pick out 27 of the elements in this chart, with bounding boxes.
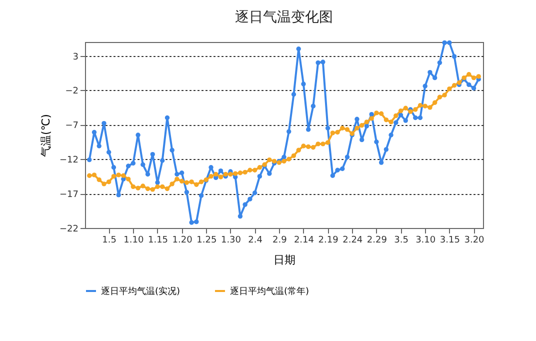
x-tick-label: 3.15 xyxy=(440,236,460,246)
y-tick-label: −17 xyxy=(60,190,78,200)
legend-label: 逐日平均气温(常年) xyxy=(230,286,310,297)
y-tick-label: −22 xyxy=(60,224,78,234)
y-tick-label: −2 xyxy=(65,86,78,97)
x-tick-label: 2.24 xyxy=(342,236,363,246)
x-tick-label: 2.4 xyxy=(248,236,263,246)
x-tick-label: 1.10 xyxy=(124,236,144,246)
x-tick-label: 3.20 xyxy=(464,236,485,246)
x-axis-title: 日期 xyxy=(274,254,296,266)
legend-label: 逐日平均气温(实况) xyxy=(101,286,180,297)
x-tick-label: 1.15 xyxy=(148,236,168,246)
x-tick-label: 2.19 xyxy=(318,236,339,246)
x-tick-label: 2.29 xyxy=(366,236,388,246)
x-tick-label: 3.10 xyxy=(416,236,436,246)
x-tick-label: 2.9 xyxy=(272,236,288,246)
y-tick-label: −12 xyxy=(60,156,78,166)
x-tick-label: 3.5 xyxy=(394,236,408,246)
x-tick-label: 1.25 xyxy=(196,236,217,246)
y-tick-label: 3 xyxy=(72,52,78,62)
x-tick-label: 1.30 xyxy=(220,236,242,246)
y-axis-title: 气温(℃) xyxy=(40,114,53,157)
x-tick-label: 2.14 xyxy=(294,236,314,246)
x-tick-label: 1.20 xyxy=(172,236,193,246)
x-tick-label: 1.5 xyxy=(102,236,117,246)
y-tick-label: −7 xyxy=(65,121,78,132)
chart-title: 逐日气温变化图 xyxy=(235,9,333,26)
